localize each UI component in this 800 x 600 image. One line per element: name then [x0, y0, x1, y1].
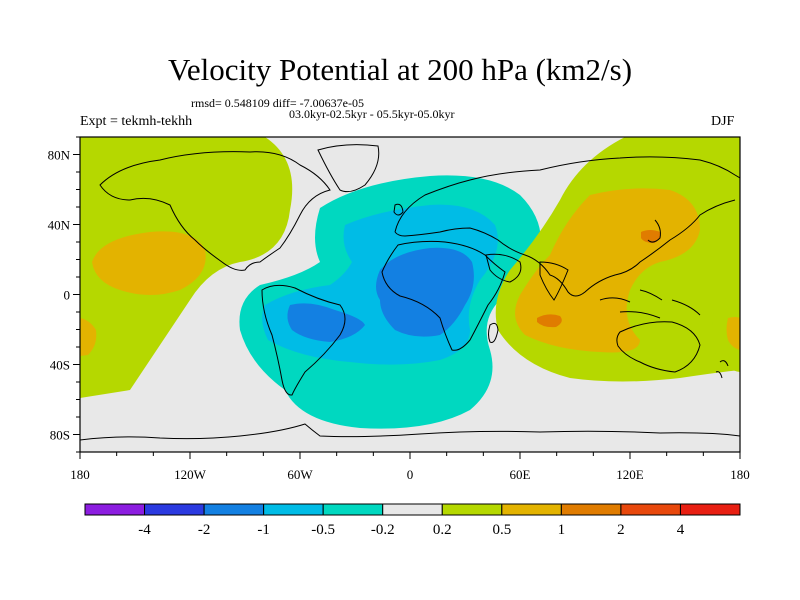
colorbar-swatch: [84, 503, 146, 516]
coastline-antarctica: [80, 423, 740, 441]
colorbar-swatch: [620, 503, 681, 516]
season-label: DJF: [711, 114, 735, 129]
colorbar-swatch: [560, 503, 622, 516]
colorbar-label: -1: [257, 522, 270, 538]
colorbar-swatch: [322, 503, 384, 516]
colorbar-label: 1: [558, 522, 566, 538]
colorbar-label: -2: [198, 522, 211, 538]
coastlines: [80, 144, 740, 441]
coastline-greenland: [317, 144, 380, 193]
region-east-asia-peak: [641, 230, 661, 243]
lat-tick-label: 40N: [48, 218, 71, 233]
coastline-maritime-continent: [599, 289, 701, 319]
longitude-axis: 180 120W 60W 0 60E 120E 180: [70, 452, 750, 482]
colorbar-label: -0.5: [311, 522, 335, 538]
experiment-label: Expt = tekmh-tekhh: [80, 114, 193, 129]
region-indo-pacific-peak: [537, 314, 562, 328]
region-indo-pacific-core: [515, 188, 700, 353]
region-pacific-west-edge-core: [80, 318, 97, 356]
region-pacific-east-core: [92, 231, 206, 295]
period-line: 03.0kyr-02.5kyr - 05.5kyr-05.0kyr: [289, 107, 455, 121]
colorbar-swatch: [203, 503, 265, 516]
lon-tick-label: 60W: [287, 467, 313, 482]
map-plot-area: [80, 137, 740, 452]
coastline-africa: [381, 240, 506, 351]
rmsd-diff-line: rmsd= 0.548109 diff= -7.00637e-05: [191, 96, 364, 110]
region-atlantic-africa-negative-core: [376, 247, 474, 337]
colorbar: -4 -2 -1 -0.5 -0.2 0.2 0.5 1 2 4: [84, 503, 741, 538]
colorbar-swatch: [679, 503, 741, 516]
region-east-pacific-edge-positive: [712, 298, 740, 372]
colorbar-label: -4: [138, 522, 151, 538]
lon-tick-label: 180: [70, 467, 90, 482]
colorbar-swatch: [382, 503, 443, 516]
coastline-india: [539, 261, 569, 301]
colorbar-swatch: [144, 503, 205, 516]
colorbar-label: 0.2: [433, 522, 452, 538]
coastline-madagascar: [488, 322, 499, 343]
coastline-british-isles: [393, 203, 404, 216]
lat-tick-label: 80N: [48, 148, 71, 163]
coastline-north-america: [99, 151, 331, 271]
lon-tick-label: 60E: [510, 467, 531, 482]
coastline-australia: [616, 321, 701, 373]
colorbar-label: -0.2: [371, 522, 395, 538]
coastline-arabia: [485, 253, 522, 283]
colorbar-swatch: [263, 503, 324, 516]
colorbar-label: 4: [677, 522, 685, 538]
lat-tick-label: 40S: [50, 358, 70, 373]
region-south-america-negative-core: [287, 303, 365, 342]
lat-tick-label: 80S: [50, 428, 70, 443]
lon-tick-label: 180: [730, 467, 750, 482]
coastline-new-zealand: [715, 360, 729, 379]
colorbar-swatch: [501, 503, 562, 516]
lon-tick-label: 0: [407, 467, 414, 482]
colorbar-label: 2: [617, 522, 625, 538]
colorbar-swatch: [441, 503, 503, 516]
lon-tick-label: 120E: [616, 467, 644, 482]
coastline-europe-asia: [394, 156, 740, 297]
coastline-japan: [647, 219, 661, 243]
coastline-south-america: [261, 284, 346, 396]
region-east-pacific-edge-core: [726, 317, 740, 350]
lat-tick-label: 0: [64, 288, 71, 303]
latitude-axis: 80N 40N 0 40S 80S: [48, 136, 80, 453]
lon-tick-label: 120W: [174, 467, 207, 482]
chart-title: Velocity Potential at 200 hPa (km2/s): [167, 52, 633, 87]
colorbar-label: 0.5: [492, 522, 511, 538]
